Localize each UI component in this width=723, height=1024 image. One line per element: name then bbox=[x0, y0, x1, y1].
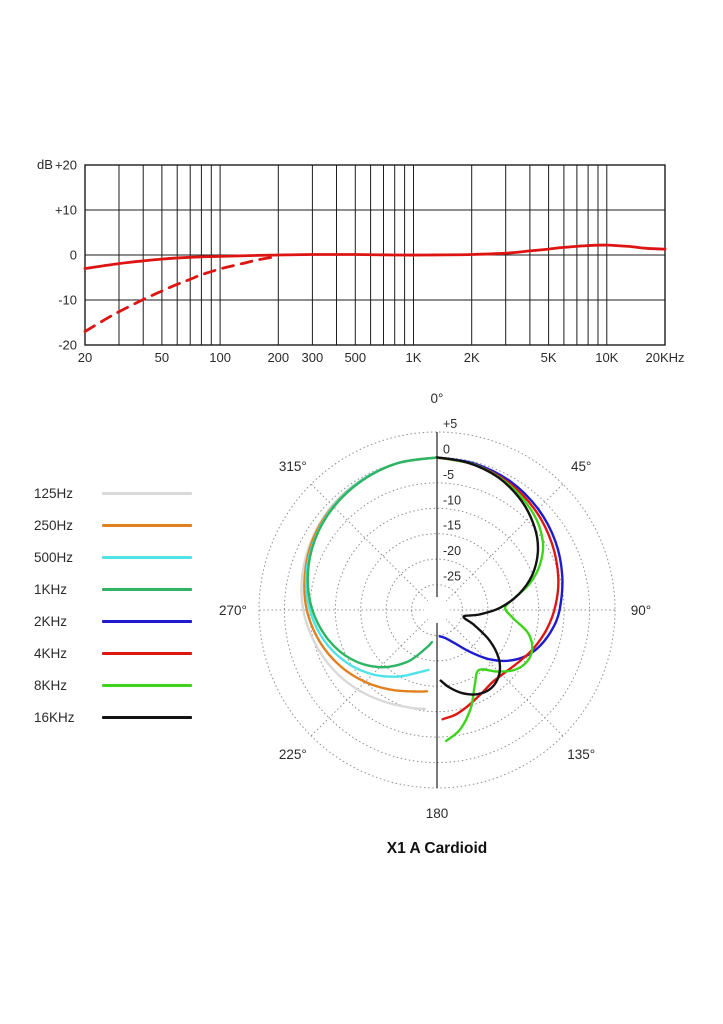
legend-label: 8KHz bbox=[34, 677, 68, 693]
freq-series-dashed bbox=[83, 254, 280, 333]
polar-angle-label-180: 180 bbox=[426, 806, 449, 821]
polar-radial-tick-label: -20 bbox=[443, 544, 461, 558]
polar-grid-radial-line bbox=[436, 609, 564, 737]
legend-label: 2KHz bbox=[34, 613, 68, 629]
legend-color-swatch bbox=[102, 555, 192, 559]
freq-x-tick-label: 500 bbox=[344, 350, 366, 365]
polar-series-125hz bbox=[300, 456, 439, 711]
polar-radial-tick-label: -5 bbox=[443, 468, 454, 482]
freq-x-tick-label: 1K bbox=[406, 350, 422, 365]
freq-x-tick-label: 10K bbox=[595, 350, 618, 365]
freq-y-tick-label: -20 bbox=[58, 338, 77, 353]
legend-label: 250Hz bbox=[34, 517, 74, 533]
freq-x-tick-label: 300 bbox=[302, 350, 324, 365]
legend-item-2khz: 2KHz bbox=[34, 605, 192, 637]
freq-y-tick-label: +20 bbox=[55, 158, 77, 173]
polar-angle-label-225: 225° bbox=[279, 747, 307, 762]
legend-item-250hz: 250Hz bbox=[34, 509, 192, 541]
legend-label: 1KHz bbox=[34, 581, 68, 597]
polar-angle-label-135: 135° bbox=[567, 747, 595, 762]
freq-plot-frame bbox=[84, 164, 666, 346]
legend-item-1khz: 1KHz bbox=[34, 573, 192, 605]
polar-series-16khz bbox=[435, 456, 540, 696]
legend-color-swatch bbox=[102, 619, 192, 623]
polar-series-500hz bbox=[304, 456, 439, 678]
freq-x-tick-label: 200 bbox=[267, 350, 289, 365]
legend-item-500hz: 500Hz bbox=[34, 541, 192, 573]
legend-item-125hz: 125Hz bbox=[34, 477, 192, 509]
freq-x-tick-label: 20KHz bbox=[645, 350, 684, 365]
polar-center-blank bbox=[424, 597, 450, 623]
legend-label: 125Hz bbox=[34, 485, 74, 501]
legend-color-swatch bbox=[102, 715, 192, 719]
polar-radial-tick-label: -10 bbox=[443, 493, 461, 507]
polar-radial-tick-label: +5 bbox=[443, 417, 457, 431]
polar-grid-radial-line bbox=[310, 483, 438, 611]
polar-angle-label-315: 315° bbox=[279, 459, 307, 474]
polar-angle-label-270: 270° bbox=[219, 603, 247, 618]
polar-legend: 125Hz 250Hz 500Hz 1KHz 2KHz 4KHz 8KHz 16KHz bbox=[34, 477, 192, 733]
polar-angle-label-90: 90° bbox=[631, 603, 651, 618]
legend-item-4khz: 4KHz bbox=[34, 637, 192, 669]
legend-color-swatch bbox=[102, 683, 192, 687]
polar-series-4khz bbox=[435, 456, 560, 721]
chart-caption: X1 A Cardioid bbox=[386, 840, 488, 857]
freq-y-tick-label: -10 bbox=[58, 293, 77, 308]
legend-color-swatch bbox=[102, 651, 192, 655]
polar-series-2khz bbox=[435, 456, 564, 663]
polar-angle-label-45: 45° bbox=[571, 459, 591, 474]
polar-grid-radial-line bbox=[310, 609, 438, 737]
legend-item-16khz: 16KHz bbox=[34, 701, 192, 733]
polar-grid-ring bbox=[334, 507, 540, 713]
legend-item-8khz: 8KHz bbox=[34, 669, 192, 701]
legend-label: 500Hz bbox=[34, 549, 74, 565]
polar-radial-tick-label: -15 bbox=[443, 519, 461, 533]
freq-y-tick-label: +10 bbox=[55, 203, 77, 218]
legend-label: 4KHz bbox=[34, 645, 68, 661]
freq-series-solid bbox=[83, 243, 667, 270]
polar-pattern-chart: +5 0 -5 -10 -15 -20 -25 0° 45° 90° 135° 180 225° 270°… bbox=[219, 391, 651, 821]
freq-x-tick-label: 50 bbox=[155, 350, 169, 365]
polar-series-1khz bbox=[306, 456, 439, 669]
polar-grid-ring bbox=[385, 558, 489, 662]
freq-y-tick-label: 0 bbox=[70, 248, 77, 263]
freq-x-tick-label: 2K bbox=[464, 350, 480, 365]
polar-series-8khz bbox=[435, 456, 545, 743]
legend-color-swatch bbox=[102, 587, 192, 591]
legend-label: 16KHz bbox=[34, 709, 75, 725]
polar-radial-tick-label: -25 bbox=[443, 570, 461, 584]
freq-x-tick-label: 5K bbox=[541, 350, 557, 365]
polar-angle-label-0: 0° bbox=[431, 391, 444, 406]
freq-x-tick-label: 20 bbox=[78, 350, 92, 365]
polar-radial-tick-label: 0 bbox=[443, 442, 450, 456]
freq-x-tick-label: 100 bbox=[209, 350, 231, 365]
polar-grid-radial-line bbox=[436, 483, 564, 611]
legend-color-swatch bbox=[102, 491, 192, 495]
legend-color-swatch bbox=[102, 523, 192, 527]
freq-y-axis-unit-label: dB bbox=[37, 157, 53, 172]
